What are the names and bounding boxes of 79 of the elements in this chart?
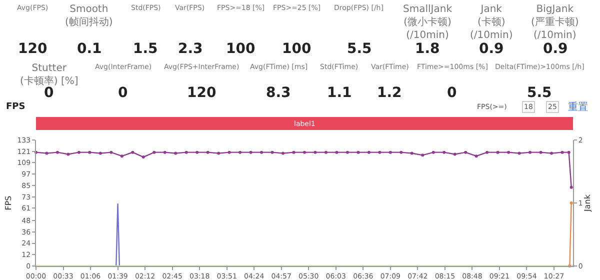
point [314, 150, 317, 154]
point [45, 152, 48, 155]
category-label: Stutter(卡顿率) [%] [20, 63, 78, 87]
point [270, 150, 274, 154]
data-label: 5.5 [347, 41, 372, 57]
point [66, 152, 70, 156]
data-label: 1.1 [327, 85, 352, 101]
point [238, 150, 242, 154]
data-label: 5.5 [527, 85, 552, 101]
text: 重置 [568, 101, 588, 113]
point [56, 150, 59, 154]
y2-axis-title: Jank [582, 194, 592, 212]
point [388, 150, 392, 154]
point [88, 150, 92, 154]
data-label: 0.9 [543, 41, 568, 57]
data-label: 120 [187, 85, 216, 101]
point [346, 150, 349, 154]
point [303, 150, 306, 154]
y-axis-title: FPS [4, 196, 13, 210]
point [217, 152, 220, 155]
point [400, 150, 403, 154]
point [335, 150, 338, 154]
point [410, 152, 414, 155]
point [131, 150, 134, 154]
point [120, 154, 124, 158]
point [356, 150, 360, 154]
point [421, 154, 424, 157]
point [474, 154, 478, 158]
point [77, 150, 80, 154]
point [282, 152, 285, 155]
point [518, 152, 521, 155]
point [453, 152, 456, 156]
category-label: BigJank(严重卡顿) (/10min) [531, 4, 579, 41]
point [367, 150, 370, 154]
point [550, 152, 554, 155]
data-label: 0 [447, 85, 457, 101]
category-label: SmallJank(微小卡顿) (/10min) [403, 4, 452, 41]
point [260, 150, 264, 154]
point [486, 150, 489, 154]
chart-title: FPS [6, 102, 26, 112]
data-label: 1.8 [415, 41, 440, 57]
point [292, 150, 296, 154]
point [249, 150, 252, 154]
category-label: Smooth(帧间抖动) [65, 4, 113, 28]
point [539, 150, 542, 154]
data-label: 2.3 [178, 41, 203, 57]
point [560, 150, 564, 154]
data-label: 0.1 [77, 41, 102, 57]
data-label: 8.3 [266, 85, 291, 101]
point [206, 150, 210, 154]
data-label: 0 [118, 85, 128, 101]
data-label: 1.5 [133, 41, 158, 57]
point [163, 150, 166, 154]
point [152, 150, 156, 154]
data-label: 100 [282, 41, 312, 57]
point [228, 150, 231, 154]
data-label: 120 [18, 41, 48, 57]
category-label: Jank(卡顿) (/10min) [470, 4, 513, 41]
point [142, 156, 145, 159]
point [378, 150, 382, 154]
point [110, 150, 113, 154]
point [98, 152, 102, 155]
point [528, 150, 532, 154]
point [496, 150, 500, 154]
line-series [34, 150, 573, 189]
point [507, 150, 510, 154]
point [570, 186, 573, 189]
point [567, 150, 570, 154]
point [464, 150, 468, 154]
point [184, 150, 188, 154]
data-label: 0 [44, 85, 54, 101]
point [174, 152, 178, 155]
data-label: 0.9 [479, 41, 504, 57]
point [432, 150, 435, 154]
point [442, 150, 446, 154]
point [196, 150, 199, 154]
data-label: 100 [226, 41, 256, 57]
data-label: 1.2 [377, 85, 402, 101]
point [324, 150, 328, 154]
